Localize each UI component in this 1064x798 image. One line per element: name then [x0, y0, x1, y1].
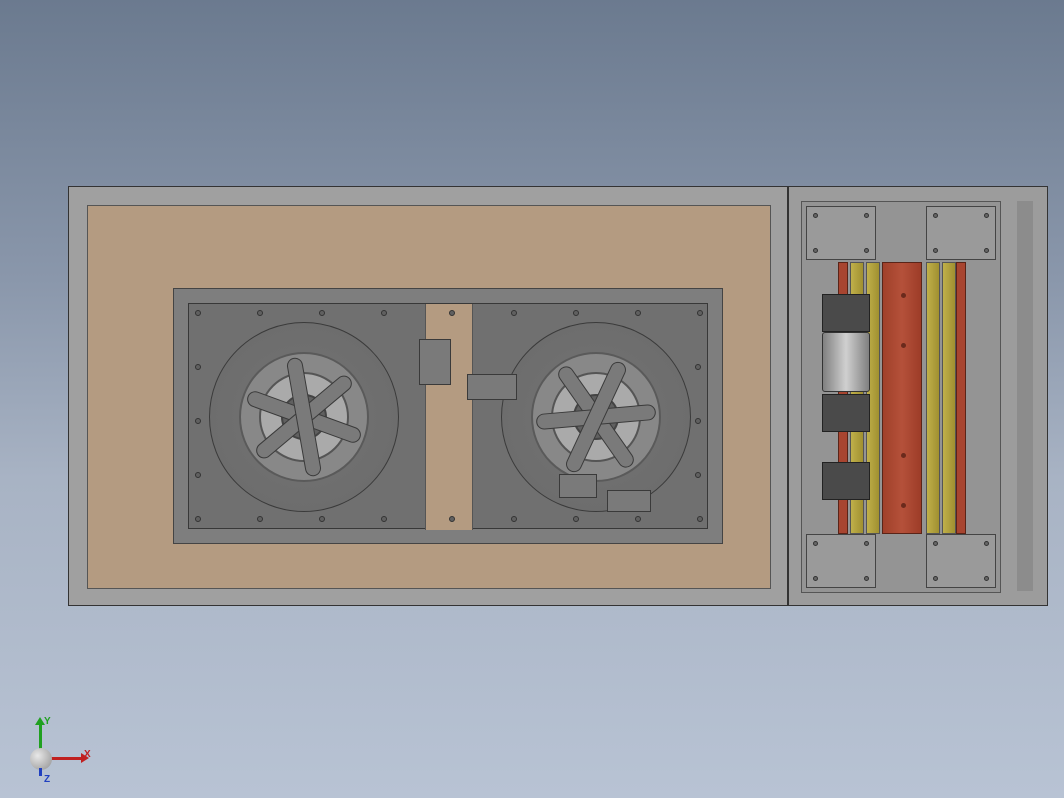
rivet — [319, 310, 325, 316]
bracket — [467, 374, 517, 400]
main-housing-frame — [68, 186, 788, 606]
rivet — [319, 516, 325, 522]
rivet — [695, 472, 701, 478]
fan-hub-center — [583, 404, 609, 430]
rivet — [697, 516, 703, 522]
rivet — [449, 516, 455, 522]
axis-z — [39, 768, 42, 776]
bolt — [901, 293, 906, 298]
red-i-beam — [882, 262, 922, 534]
rivet — [195, 516, 201, 522]
bracket — [559, 474, 597, 498]
rail-assembly — [801, 201, 1001, 593]
rivet — [257, 516, 263, 522]
rivet — [195, 310, 201, 316]
fan-right — [501, 322, 691, 512]
fan-hub — [281, 394, 327, 440]
wood-surround — [87, 205, 771, 589]
bracket — [419, 339, 451, 385]
bolt — [901, 503, 906, 508]
mounting-plate — [806, 534, 876, 588]
rivet — [511, 310, 517, 316]
center-divider — [425, 304, 473, 530]
mounting-plate — [926, 534, 996, 588]
fan-clip — [555, 363, 637, 470]
bolt — [901, 453, 906, 458]
bracket — [607, 490, 651, 512]
rivet — [381, 310, 387, 316]
fan-shroud — [501, 322, 691, 512]
rivet — [697, 310, 703, 316]
cad-viewport[interactable] — [68, 186, 1048, 606]
axis-y-label: Y — [44, 716, 51, 727]
side-panel — [1017, 201, 1033, 591]
bearing-block — [822, 294, 870, 332]
red-rail-side — [956, 262, 966, 534]
axis-x — [50, 757, 82, 760]
axis-x-label: X — [84, 749, 91, 760]
triad-origin — [30, 748, 52, 770]
linear-rail — [942, 262, 956, 534]
vent-plate — [188, 303, 708, 529]
fan-left — [209, 322, 399, 512]
fan-clip — [563, 359, 628, 475]
fan-clip — [245, 389, 363, 445]
rivet — [195, 472, 201, 478]
rivet — [195, 418, 201, 424]
rivet — [449, 310, 455, 316]
rivet — [635, 310, 641, 316]
fan-ring-inner — [259, 372, 349, 462]
axis-y — [39, 724, 42, 750]
fan-ring — [531, 352, 661, 482]
rivet — [195, 364, 201, 370]
bearing-block — [822, 394, 870, 432]
fan-clip — [253, 372, 355, 461]
fan-clip — [286, 357, 323, 478]
fan-ring — [239, 352, 369, 482]
rivet — [635, 516, 641, 522]
rivet — [573, 516, 579, 522]
rivet — [695, 418, 701, 424]
orientation-triad[interactable]: X Y Z — [30, 728, 90, 778]
vent-panel — [173, 288, 723, 544]
linear-rail — [926, 262, 940, 534]
carriage-module — [788, 186, 1048, 606]
fan-clip — [536, 404, 657, 430]
fan-hub-center — [291, 404, 317, 430]
axis-z-label: Z — [44, 774, 50, 785]
bearing-block — [822, 462, 870, 500]
rivet — [511, 516, 517, 522]
rivet — [381, 516, 387, 522]
fan-shroud — [209, 322, 399, 512]
rivet — [695, 364, 701, 370]
mounting-plate — [926, 206, 996, 260]
fan-hub — [573, 394, 619, 440]
bolt — [901, 343, 906, 348]
fan-ring-inner — [551, 372, 641, 462]
rivet — [257, 310, 263, 316]
mounting-plate — [806, 206, 876, 260]
roller-cylinder — [822, 332, 870, 392]
rivet — [573, 310, 579, 316]
